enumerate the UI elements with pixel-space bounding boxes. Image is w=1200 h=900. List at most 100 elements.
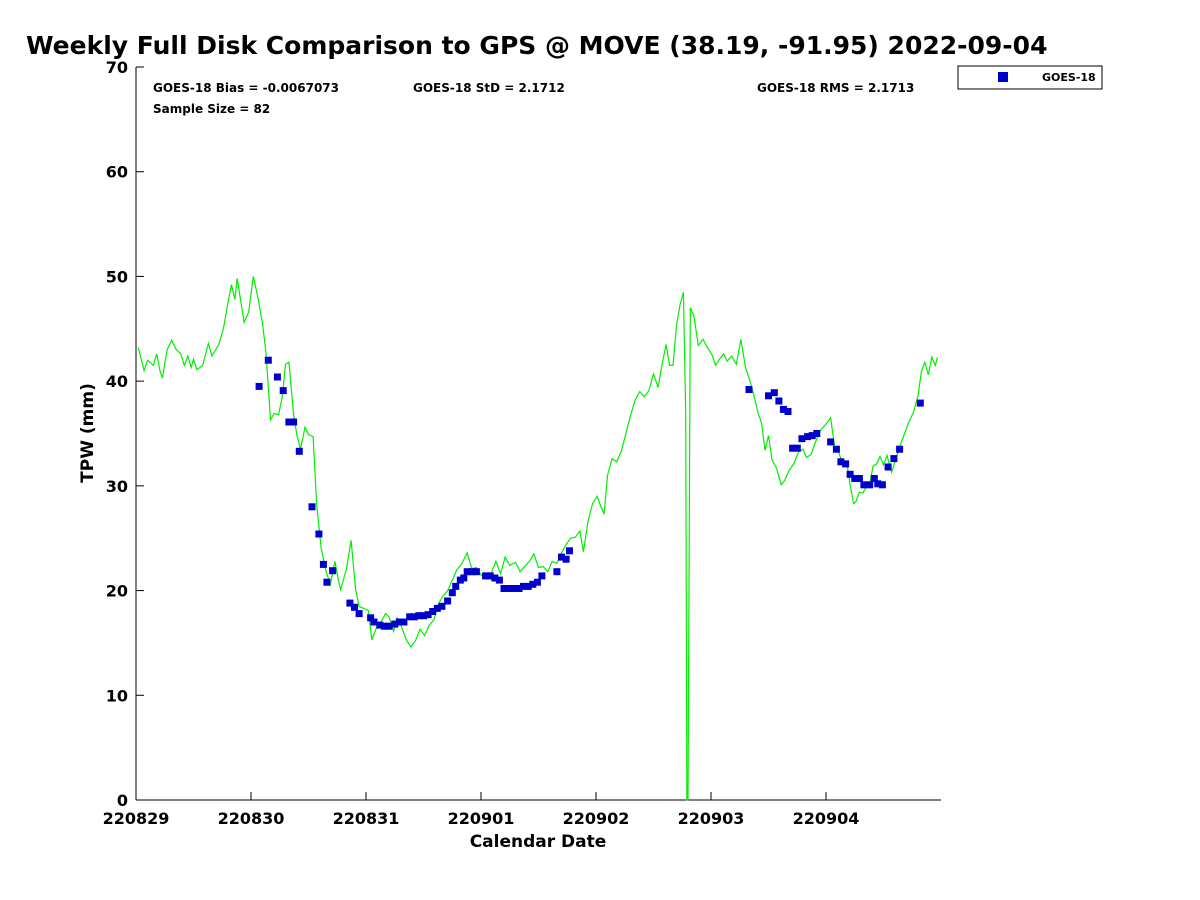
goes18-point [779,405,787,413]
goes18-point [424,611,432,619]
goes18-point [290,418,298,426]
gps-tpw-line [137,276,939,801]
goes18-point [323,578,331,586]
goes18-point [472,568,480,576]
goes18-point [837,458,845,466]
goes18-point [789,444,797,452]
goes18-point [855,475,863,482]
goes18-point [515,585,523,592]
y-tick-label: 50 [106,267,128,286]
y-tick-label: 10 [106,686,128,705]
goes18-point [524,582,532,590]
goes18-point [495,576,503,584]
y-tick-label: 0 [117,791,128,810]
goes18-point [765,392,772,400]
goes18-point [329,567,337,575]
goes18-point [846,470,854,478]
goes18-point [400,618,408,626]
chart-title: Weekly Full Disk Comparison to GPS @ MOV… [26,31,1047,60]
goes18-point [380,622,388,630]
goes18-point [308,503,316,511]
goes18-point [870,475,878,482]
goes18-point [866,481,874,489]
goes18-point [860,481,868,489]
stat-std: GOES-18 StD = 2.1712 [413,81,565,95]
x-tick-label: 220901 [448,809,515,828]
goes18-point [884,463,892,471]
goes18-point [482,572,490,580]
goes18-point [538,572,546,580]
goes18-point [491,574,499,582]
goes18-point [295,447,303,455]
y-tick-label: 60 [106,163,128,182]
goes18-point [285,418,293,426]
goes18-point [562,555,570,563]
x-tick-label: 220902 [563,809,630,828]
goes18-point [351,603,358,611]
goes18-point [370,618,378,626]
goes18-point [415,612,423,620]
y-tick-label: 30 [106,477,128,496]
goes18-point [804,433,812,441]
goes18-point [395,618,403,626]
goes18-point [520,582,527,590]
goes18-point [438,602,446,610]
goes18-point [558,553,565,561]
legend-marker [998,72,1008,82]
goes18-point [784,408,792,415]
goes18-point [851,475,859,482]
goes18-point [463,568,471,576]
x-tick-label: 220903 [678,809,745,828]
legend: GOES-18 [957,65,1103,90]
legend-label: GOES-18 [1042,71,1096,84]
goes18-point [410,613,418,621]
goes18-point [896,445,904,453]
goes18-point [793,444,801,452]
goes18-point [842,460,850,468]
goes18-point [775,397,783,405]
stat-rms: GOES-18 RMS = 2.1713 [757,81,914,95]
y-tick-label: 70 [106,58,128,77]
goes18-point [406,613,414,621]
goes18-point [916,399,924,407]
y-tick-label: 20 [106,582,128,601]
goes18-point [433,604,441,612]
goes18-point [448,589,456,597]
plot-area: 0 10 20 30 40 50 60 70 220829 220830 220831 220901 2… [103,58,941,828]
goes18-point [468,568,476,576]
x-tick-label: 220831 [333,809,400,828]
goes18-point [813,430,821,437]
goes18-point [264,356,272,364]
goes18-point [385,622,393,630]
x-tick-label: 220829 [103,809,170,828]
goes18-point [878,481,886,489]
goes18-point [346,599,354,607]
goes18-point [420,612,427,620]
goes18-point [500,585,508,592]
goes18-point [391,620,399,628]
goes18-point [376,621,384,629]
goes18-point [827,438,835,446]
goes18-point [429,608,437,615]
goes18-point [745,386,753,393]
series-layer [137,276,939,801]
stat-bias: GOES-18 Bias = -0.0067073 [153,81,339,95]
x-tick-label: 220830 [218,809,285,828]
goes18-point [798,435,806,443]
goes18-point [255,382,263,390]
x-tick-label: 220904 [793,809,860,828]
legend-box [957,65,1103,90]
goes18-point [553,568,561,576]
goes18-point [460,574,468,582]
goes18-point [505,585,513,592]
goes18-point [273,373,281,381]
goes18-point [874,480,882,488]
stat-sample-size: Sample Size = 82 [153,102,270,116]
stats-box: GOES-18 Bias = -0.0067073 GOES-18 StD = … [153,81,914,116]
goes18-point [367,614,375,622]
goes18-point [808,432,816,440]
goes18-point [770,389,778,397]
goes18-point [566,547,573,555]
goes18-point [890,455,898,463]
